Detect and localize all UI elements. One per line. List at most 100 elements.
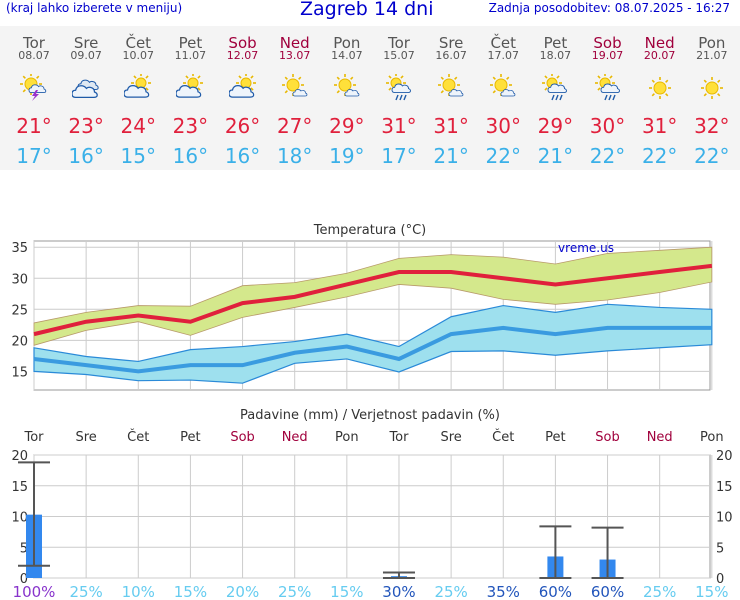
- day-name: Pet: [543, 34, 568, 52]
- precipitation-probability: 100%: [13, 583, 56, 600]
- temperature-chart-title: Temperatura (°C): [313, 223, 426, 238]
- day-date: 08.07: [18, 49, 50, 62]
- precipitation-x-tick: Čet: [127, 429, 149, 445]
- forecast-day: Čet 10.07 24° 15°: [112, 26, 164, 170]
- precipitation-x-tick: Sob: [595, 430, 619, 445]
- min-temperature: 22°: [641, 144, 678, 168]
- day-name: Ned: [644, 34, 675, 52]
- day-date: 20.07: [643, 49, 676, 62]
- precipitation-range: [591, 526, 624, 579]
- sun-icon: [648, 77, 671, 99]
- precipitation-x-tick: Sob: [230, 430, 254, 445]
- temperature-y-tick: 20: [11, 334, 28, 349]
- precipitation-x-tick: Pon: [335, 430, 359, 445]
- weather-icon: [541, 73, 569, 102]
- weather-icon: [646, 74, 674, 102]
- tmax-line: [33, 263, 713, 337]
- min-temperature: 17°: [381, 144, 417, 168]
- day-date: 15.07: [383, 49, 415, 62]
- precipitation-range: [539, 525, 572, 579]
- forecast-day: Tor 15.07 31° 17°: [373, 26, 425, 170]
- precipitation-x-tick: Tor: [23, 430, 44, 445]
- precipitation-y-tick-left: 15: [11, 480, 28, 495]
- max-temperature: 24°: [120, 114, 156, 138]
- weather-icon: [227, 73, 257, 102]
- day-date: 18.07: [539, 49, 572, 62]
- min-temperature: 22°: [694, 144, 730, 168]
- page-title: Zagreb 14 dni: [300, 0, 434, 20]
- temperature-y-tick: 25: [11, 303, 28, 318]
- max-temperature: 29°: [329, 114, 365, 138]
- watermark: vreme.us: [558, 241, 614, 255]
- precipitation-probability: 15%: [695, 583, 728, 600]
- precipitation-probability: 25%: [434, 583, 467, 600]
- precipitation-x-tick: Sre: [440, 430, 461, 445]
- weather-icon: [594, 73, 622, 102]
- precipitation-probability: 25%: [278, 583, 311, 600]
- day-name: Sre: [438, 34, 464, 52]
- temperature-y-tick: 30: [11, 272, 28, 287]
- weather-icon: [489, 74, 517, 102]
- precipitation-y-tick-right: 15: [716, 480, 733, 495]
- forecast-day: Sob 12.07 26° 16°: [217, 26, 269, 170]
- day-date: 14.07: [331, 49, 363, 62]
- day-date: 11.07: [174, 49, 207, 62]
- day-date: 16.07: [435, 49, 467, 62]
- min-temperature: 16°: [68, 144, 104, 168]
- temperature-y-tick: 15: [11, 365, 28, 380]
- day-name: Sob: [228, 34, 257, 52]
- min-temperature: 21°: [433, 144, 469, 168]
- min-temperature: 18°: [276, 144, 313, 168]
- day-date: 09.07: [70, 49, 102, 62]
- forecast-day: Sob 19.07 30° 22°: [582, 26, 634, 170]
- tmax-uncertainty-band: [33, 246, 713, 346]
- partly-cloudy-icon: [175, 73, 204, 98]
- top-bar: (kraj lahko izberete v meniju) Zagreb 14…: [0, 0, 740, 24]
- max-temperature: 23°: [68, 114, 104, 138]
- menu-note: (kraj lahko izberete v meniju): [6, 1, 183, 15]
- precipitation-y-tick-left: 5: [20, 541, 28, 556]
- day-name: Pon: [333, 34, 361, 52]
- max-temperature: 32°: [694, 114, 730, 138]
- precipitation-probability: 20%: [226, 583, 259, 600]
- precipitation-range: [18, 461, 50, 567]
- cloudy-icon: [71, 79, 99, 99]
- min-temperature: 16°: [224, 144, 261, 168]
- precipitation-probability: 30%: [382, 583, 415, 600]
- sun-cloud-rain-icon: [542, 73, 568, 101]
- temperature-y-tick: 35: [11, 241, 28, 256]
- min-temperature: 17°: [16, 144, 52, 168]
- weather-icon: [281, 74, 309, 102]
- precipitation-x-tick: Sre: [75, 430, 96, 445]
- weather-icon: [698, 74, 726, 102]
- min-temperature: 15°: [120, 144, 156, 168]
- max-temperature: 30°: [589, 114, 626, 138]
- day-name: Čet: [490, 34, 517, 52]
- day-name: Sob: [593, 34, 622, 52]
- weather-icon: [20, 73, 48, 102]
- precipitation-y-tick-left: 20: [11, 449, 28, 464]
- day-date: 21.07: [696, 49, 728, 62]
- precipitation-x-tick: Tor: [388, 430, 409, 445]
- max-temperature: 23°: [172, 114, 209, 138]
- weather-icon: [175, 73, 204, 102]
- min-temperature: 22°: [485, 144, 521, 168]
- precipitation-y-tick-right: 5: [716, 541, 724, 556]
- precipitation-chart-title: Padavine (mm) / Verjetnost padavin (%): [240, 408, 500, 423]
- weather-icon: [71, 74, 100, 102]
- tmin-line: [33, 325, 712, 374]
- precipitation-x-tick: Pet: [180, 430, 200, 445]
- day-date: 12.07: [226, 49, 259, 62]
- sun-cloud-rain-icon: [385, 73, 411, 101]
- precipitation-probability: 15%: [330, 583, 363, 600]
- forecast-day: Pon 21.07 32° 22°: [686, 26, 738, 170]
- day-name: Pet: [178, 34, 203, 52]
- day-name: Ned: [279, 34, 310, 52]
- weather-icon: [333, 74, 361, 102]
- forecast-day: Sre 16.07 31° 21°: [425, 26, 477, 170]
- sun-small-cloud-icon: [333, 74, 360, 97]
- max-temperature: 29°: [537, 114, 574, 138]
- precipitation-probability: 25%: [69, 583, 102, 600]
- last-updated: Zadnja posodobitev: 08.07.2025 - 16:27: [488, 1, 730, 15]
- min-temperature: 21°: [537, 144, 574, 168]
